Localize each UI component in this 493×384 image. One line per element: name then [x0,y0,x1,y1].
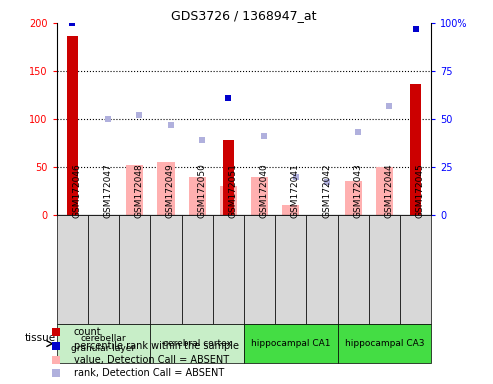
Bar [369,215,400,324]
Bar [220,186,237,215]
Text: hippocampal CA1: hippocampal CA1 [251,339,331,348]
Bar [223,140,234,215]
Text: cerebral cortex: cerebral cortex [163,339,232,348]
Bar [181,215,213,324]
Bar [57,215,88,324]
Bar [338,324,431,363]
Text: GSM172041: GSM172041 [291,164,300,218]
Text: GSM172040: GSM172040 [260,164,269,218]
Text: rank, Detection Call = ABSENT: rank, Detection Call = ABSENT [74,368,224,378]
Text: GSM172045: GSM172045 [416,164,425,218]
Bar [213,215,244,324]
Text: cerebellar
granular layer: cerebellar granular layer [71,334,136,353]
Bar [345,182,362,215]
Text: GSM172044: GSM172044 [385,164,393,218]
Text: GSM172051: GSM172051 [228,164,238,218]
Bar [189,177,206,215]
Text: GSM172049: GSM172049 [166,164,175,218]
Bar [307,215,338,324]
Bar [376,167,393,215]
Bar [244,324,338,363]
Text: percentile rank within the sample: percentile rank within the sample [74,341,239,351]
Text: GSM172048: GSM172048 [135,164,144,218]
Bar [57,324,150,363]
Text: GSM172043: GSM172043 [353,164,362,218]
Bar [88,215,119,324]
Bar [251,177,268,215]
Bar [119,215,150,324]
Bar [410,84,421,215]
Text: tissue: tissue [25,333,56,343]
Text: GSM172050: GSM172050 [197,164,206,218]
Text: GSM172042: GSM172042 [322,164,331,218]
Text: GSM172046: GSM172046 [72,164,81,218]
Bar [275,215,307,324]
Bar [157,162,175,215]
Bar [282,205,299,215]
Bar [244,215,275,324]
Bar [126,165,143,215]
Bar [150,215,181,324]
Bar [67,36,78,215]
Text: GSM172047: GSM172047 [104,164,112,218]
Bar [150,324,244,363]
Title: GDS3726 / 1368947_at: GDS3726 / 1368947_at [171,9,317,22]
Bar [338,215,369,324]
Text: value, Detection Call = ABSENT: value, Detection Call = ABSENT [74,355,229,365]
Bar [400,215,431,324]
Text: hippocampal CA3: hippocampal CA3 [345,339,424,348]
Text: count: count [74,328,102,338]
